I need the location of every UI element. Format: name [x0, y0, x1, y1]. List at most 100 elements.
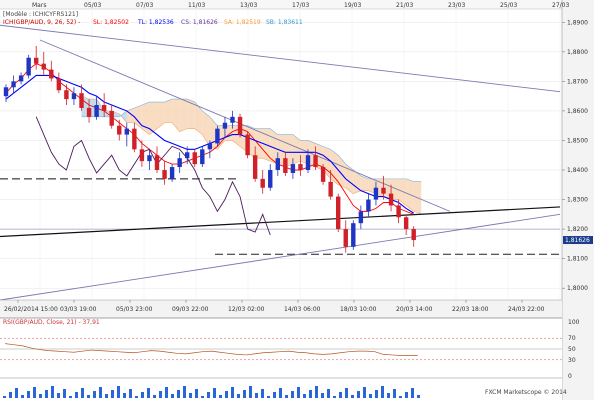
volume-bar	[285, 395, 288, 398]
cs-value: CS: 1,81626	[181, 19, 218, 26]
volume-bar	[309, 390, 312, 398]
cloud-segment-bear	[149, 102, 157, 135]
candle-down	[252, 155, 258, 179]
y-tick-label: 1,8100	[567, 256, 588, 263]
rsi-line	[4, 343, 418, 356]
top-date-label: 11/03	[188, 2, 205, 9]
candle-down	[79, 93, 84, 108]
volume-bar	[387, 393, 390, 398]
cloud-segment-bear	[126, 107, 135, 123]
rsi-indicator	[0, 337, 562, 361]
volume-bar	[411, 388, 414, 398]
candle-up	[169, 167, 175, 179]
candle-down	[101, 105, 107, 111]
y-tick-label: 1,8200	[567, 226, 588, 233]
time-axis-label: 14/03 06:00	[284, 306, 321, 313]
volume-bar	[297, 387, 300, 398]
top-date-strip	[0, 0, 562, 9]
right-axis-panel	[562, 0, 594, 400]
candle-down	[283, 158, 288, 173]
rsi-panel	[0, 318, 562, 378]
price-axis[interactable]: 1,8900 1,8800 1,8700 1,8600 1,8500 1,8400 1,83…	[562, 19, 588, 292]
volume-bar	[9, 392, 12, 398]
candle-up	[26, 57, 31, 76]
candle-up	[305, 155, 311, 171]
volume-bar	[153, 395, 156, 398]
cloud-segment-bear	[157, 102, 165, 129]
candle-down	[343, 229, 348, 247]
candle-up	[275, 158, 280, 171]
time-axis-label: 03/03 19:00	[60, 306, 97, 313]
candle-down	[64, 90, 69, 100]
candle-down	[313, 155, 318, 168]
volume-bar	[213, 388, 216, 398]
chikou-line	[35, 116, 271, 236]
cloud-segment-bear	[345, 164, 354, 194]
candle-up	[207, 143, 213, 150]
candle-down	[396, 205, 401, 218]
volume-bar	[225, 391, 228, 398]
volume-bar	[39, 394, 42, 398]
y-tick-label: 1,8500	[567, 137, 588, 144]
candle-up	[18, 75, 24, 82]
candle-down	[139, 149, 145, 162]
candle-up	[358, 211, 364, 224]
volume-bar	[327, 389, 330, 398]
candle-up	[200, 149, 205, 165]
cloud-segment-bear	[172, 99, 180, 132]
time-axis-label: 09/03 22:00	[172, 306, 209, 313]
y-tick-label: 1,8900	[567, 19, 588, 26]
time-axis-label: 05/03 23:00	[116, 306, 153, 313]
candle-up	[3, 87, 9, 97]
volume-bar	[165, 387, 168, 398]
volume-bar	[129, 389, 132, 398]
volume-bar	[63, 389, 66, 398]
volume-bar	[33, 387, 36, 398]
time-axis[interactable]: 26/02/2014 15:00 03/03 19:00 05/03 23:00 09…	[4, 300, 545, 313]
volume-bar	[267, 396, 270, 398]
top-date-label: 25/03	[500, 2, 517, 9]
top-date-label: 19/03	[344, 2, 361, 9]
y-tick-label: 1,8000	[567, 285, 588, 292]
volume-bar	[351, 395, 354, 398]
volume-bar	[399, 396, 402, 398]
volume-bar	[405, 392, 408, 398]
last-price-label: 1,81626	[565, 237, 590, 244]
cloud-segment-bear	[398, 178, 407, 206]
sl-value: SL: 1,82502	[93, 19, 129, 26]
volume-bar	[45, 390, 48, 398]
falling-trendline	[39, 39, 451, 212]
volume-bar	[363, 387, 366, 398]
candle-down	[336, 196, 341, 230]
candle-down	[403, 217, 409, 230]
tl-value: TL: 1,82536	[137, 19, 174, 26]
volume-bar	[21, 395, 24, 398]
volume-bar	[75, 392, 78, 398]
top-date-label: 23/03	[448, 2, 465, 9]
volume-bar	[381, 386, 384, 398]
candle-up	[185, 152, 190, 159]
cloud-segment-bear	[353, 170, 361, 194]
time-axis-label: 20/03 14:00	[396, 306, 433, 313]
time-axis-label: 22/03 18:00	[452, 306, 489, 313]
cloud-segment-bear	[330, 149, 339, 185]
candle-down	[132, 128, 137, 150]
black-trendline	[0, 206, 561, 238]
candle-down	[56, 78, 62, 91]
volume-bar	[159, 391, 162, 398]
top-date-label: 07/03	[136, 2, 153, 9]
candle-up	[71, 93, 77, 100]
volume-bar	[243, 390, 246, 398]
candle-down	[298, 164, 303, 171]
volume-bar	[219, 395, 222, 398]
volume-bar	[111, 390, 114, 398]
volume-bar	[93, 391, 96, 398]
cloud-segment-bear	[179, 99, 188, 132]
candle-up	[351, 223, 356, 247]
candle-up	[147, 155, 152, 162]
volume-bar	[321, 393, 324, 398]
volume-bar	[117, 386, 120, 398]
volume-bar	[171, 394, 174, 398]
candle-down	[328, 181, 333, 197]
candle-down	[411, 229, 416, 241]
